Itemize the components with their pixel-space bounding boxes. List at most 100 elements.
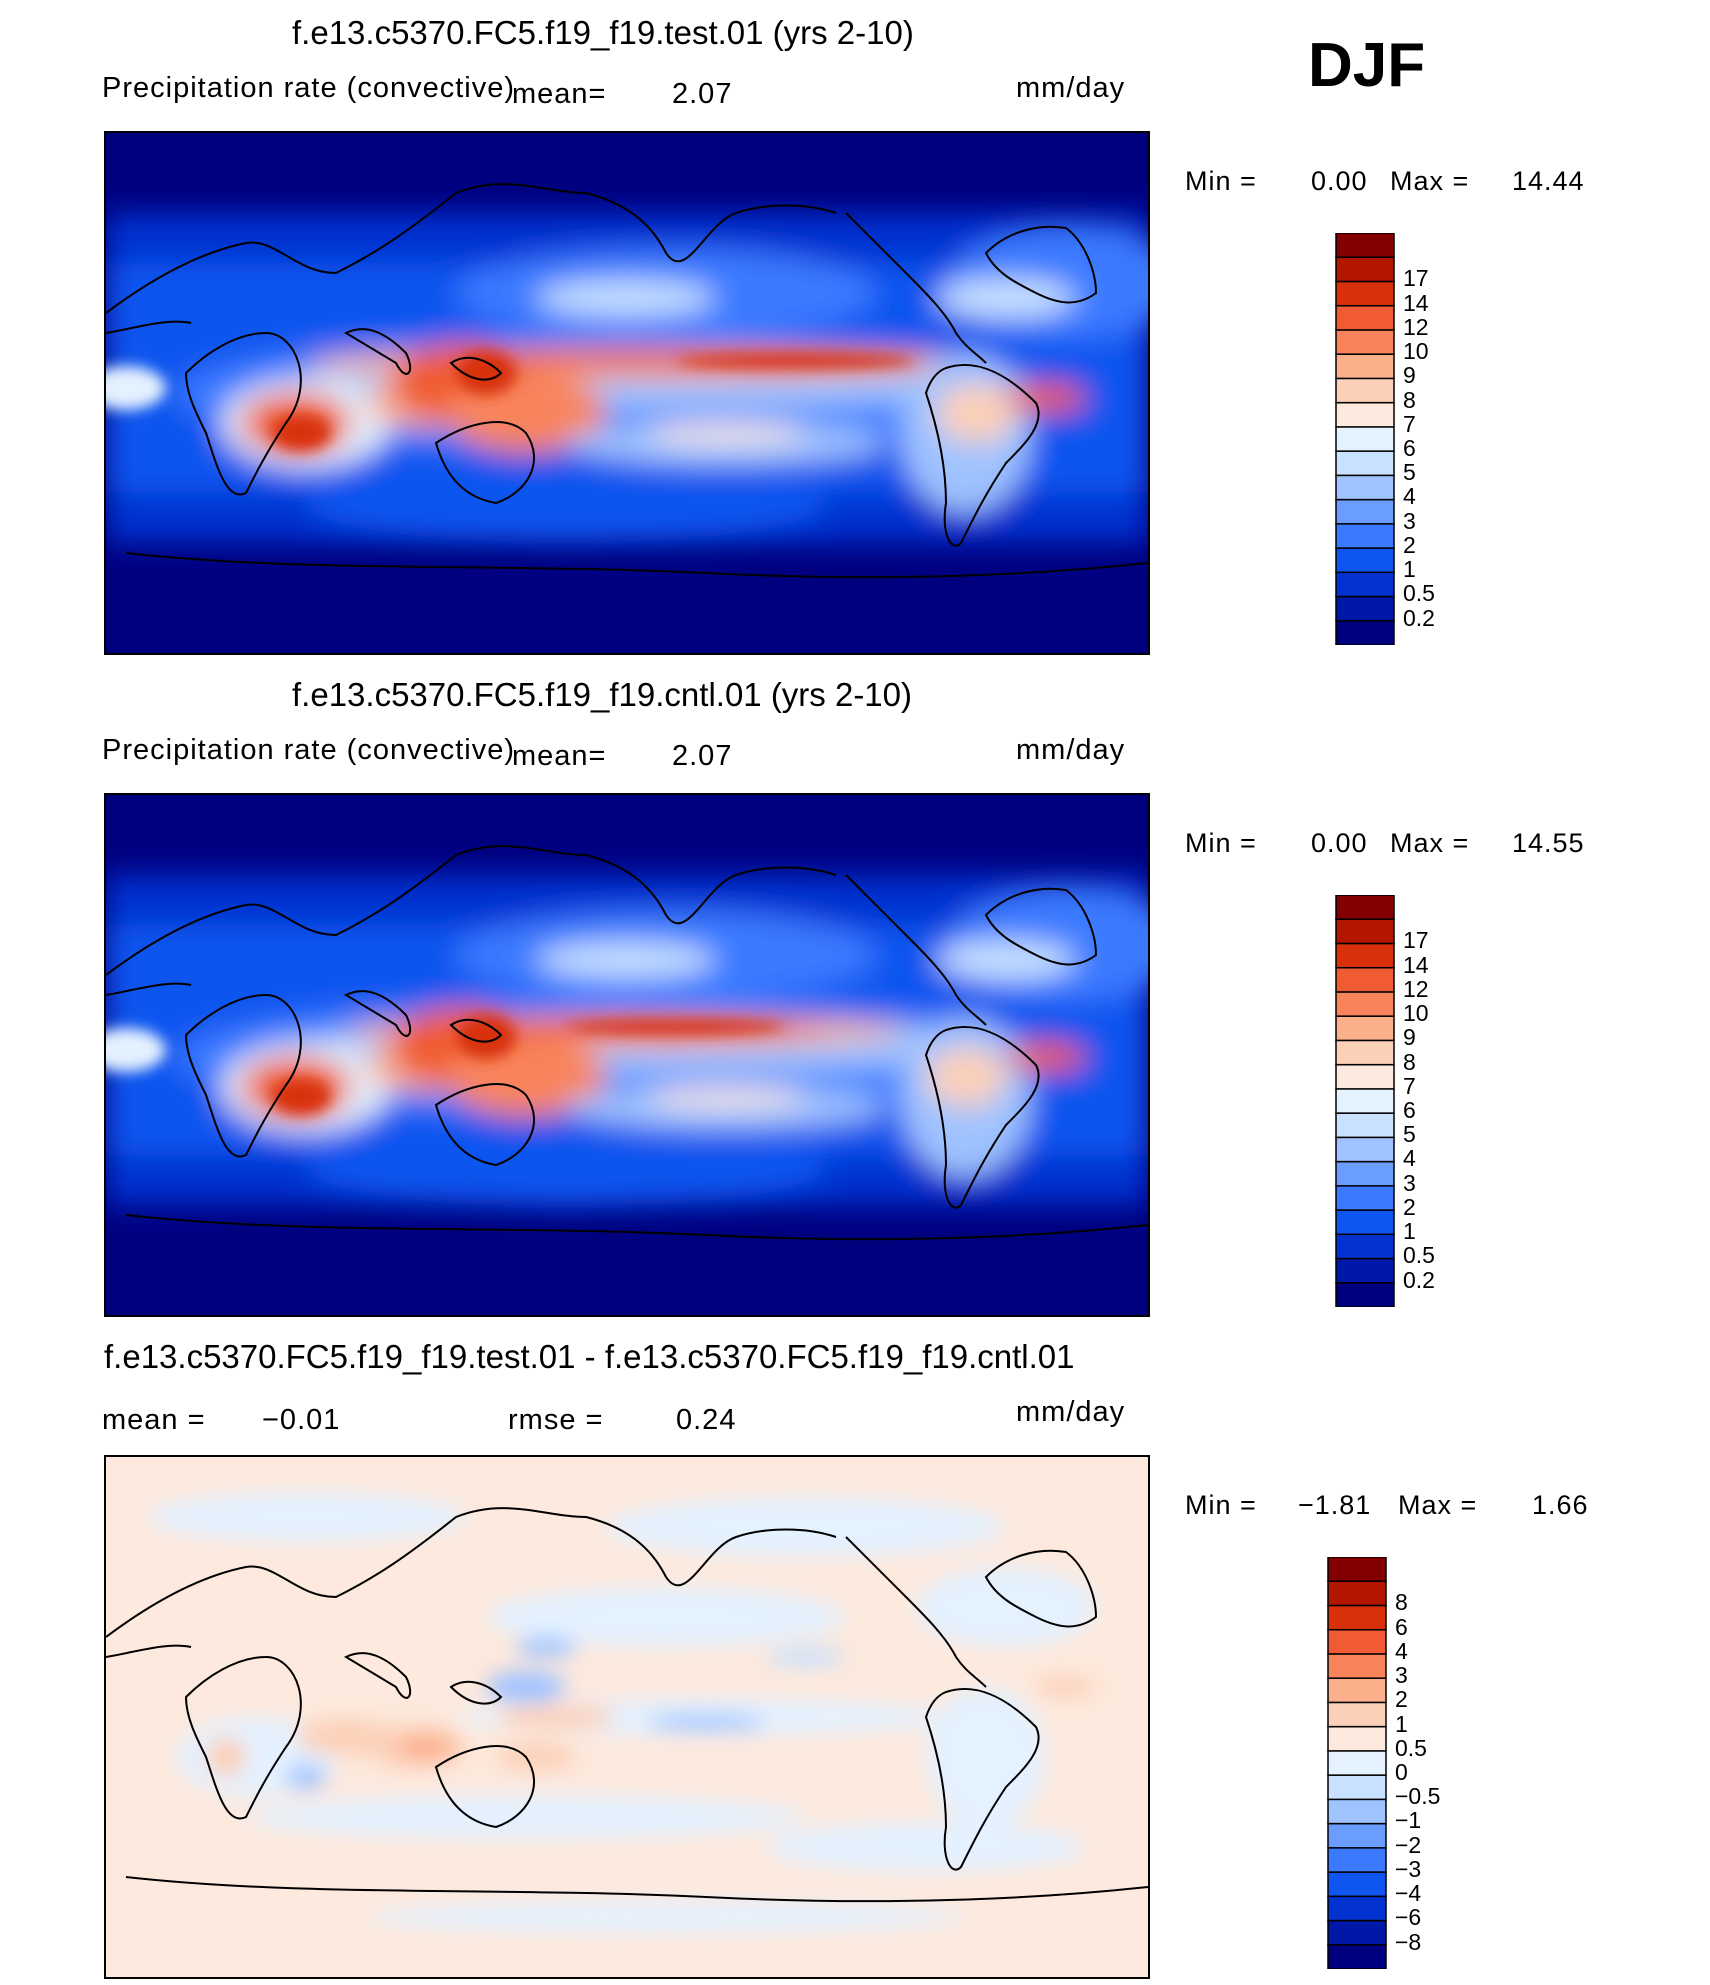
- colorbar-swatch: [1335, 304, 1395, 331]
- colorbar-swatch: [1327, 1750, 1387, 1776]
- panel-2-max-value: 14.55: [1512, 828, 1585, 858]
- panel-3-coastlines: [106, 1507, 1148, 1903]
- colorbar-tick-label: 10: [1403, 338, 1429, 365]
- colorbar-tick-label: 9: [1403, 1024, 1416, 1051]
- colorbar-swatch: [1335, 233, 1395, 258]
- colorbar-swatch: [1335, 1282, 1395, 1307]
- colorbar-tick-label: 14: [1403, 951, 1429, 978]
- panel-1-max-value: 14.44: [1512, 166, 1585, 196]
- colorbar-tick-label: −8: [1395, 1928, 1422, 1955]
- colorbar-swatch: [1327, 1580, 1387, 1607]
- panel-1-min-value: 0.00: [1311, 166, 1368, 196]
- panel-1-units: mm/day: [1016, 72, 1126, 104]
- colorbar-swatch: [1335, 620, 1395, 645]
- colorbar-tick-label: −6: [1395, 1904, 1422, 1931]
- colorbar-swatch: [1335, 1112, 1395, 1139]
- colorbar-swatch: [1327, 1557, 1387, 1582]
- colorbar-swatch: [1327, 1628, 1387, 1655]
- panel-2-colorbar: 0.2 0.5 1 2 3 4 5 6 7 8 9 10 12 14 17: [1335, 895, 1435, 1307]
- colorbar-swatch: [1335, 966, 1395, 993]
- colorbar-swatch: [1335, 1185, 1395, 1211]
- panel-1-min-label: Min =: [1185, 166, 1257, 196]
- colorbar-tick-label: 17: [1403, 265, 1429, 292]
- colorbar-swatch: [1335, 353, 1395, 380]
- colorbar-swatch: [1335, 474, 1395, 501]
- panel-2-min-label: Min =: [1185, 828, 1257, 858]
- panel-1-mean-value: 2.07: [672, 78, 733, 110]
- panel-2-mean-value: 2.07: [672, 740, 733, 772]
- colorbar-tick-label: −2: [1395, 1831, 1422, 1858]
- colorbar-swatch: [1335, 1088, 1395, 1114]
- panel-2-mean-label: mean=: [512, 740, 607, 772]
- panel-2-map-svg: [106, 795, 1148, 1315]
- colorbar-tick-label: 6: [1403, 435, 1416, 461]
- colorbar-swatch: [1327, 1653, 1387, 1679]
- colorbar-swatch: [1335, 1257, 1395, 1284]
- colorbar-swatch: [1335, 1233, 1395, 1260]
- colorbar-swatch: [1335, 1063, 1395, 1090]
- colorbar-tick-label: 3: [1395, 1662, 1408, 1689]
- panel-1-coastlines: [106, 183, 1148, 579]
- panel-1-map-svg: [106, 133, 1148, 653]
- colorbar-tick-label: 14: [1403, 289, 1429, 316]
- colorbar-tick-label: 6: [1403, 1097, 1416, 1123]
- colorbar-tick-label: 2: [1395, 1686, 1408, 1713]
- colorbar-tick-label: 5: [1403, 1121, 1416, 1148]
- panel-2-min-value: 0.00: [1311, 828, 1368, 858]
- colorbar-tick-label: 8: [1395, 1589, 1408, 1616]
- panel-3-max-label: Max =: [1398, 1490, 1478, 1520]
- panel-3-max-value: 1.66: [1532, 1490, 1589, 1520]
- panel-3-units: mm/day: [1016, 1396, 1126, 1428]
- panel-1-colorbar: 0.2 0.5 1 2 3 4 5 6 7 8 9 10 12 14 17: [1335, 233, 1435, 645]
- colorbar-swatch: [1335, 498, 1395, 525]
- colorbar-swatch: [1335, 450, 1395, 477]
- colorbar-tick-label: −1: [1395, 1807, 1422, 1834]
- colorbar-swatch: [1335, 1015, 1395, 1042]
- colorbar-svg: [1327, 1557, 1387, 1969]
- colorbar-swatch: [1335, 942, 1395, 969]
- panel-2-coastlines: [106, 845, 1148, 1241]
- colorbar-tick-label: 0.5: [1403, 1242, 1435, 1269]
- colorbar-swatch: [1335, 1209, 1395, 1236]
- colorbar-tick-label: 2: [1403, 531, 1416, 558]
- colorbar-swatch: [1327, 1919, 1387, 1946]
- panel-3-map-svg: [106, 1457, 1148, 1977]
- colorbar-tick-label: 5: [1403, 459, 1416, 486]
- colorbar-tick-label: 3: [1403, 507, 1416, 534]
- colorbar-swatch: [1335, 377, 1395, 404]
- colorbar-svg: [1335, 895, 1395, 1307]
- colorbar-tick-label: 7: [1403, 1072, 1416, 1099]
- panel-2-max-label: Max =: [1390, 828, 1470, 858]
- colorbar-swatch: [1327, 1774, 1387, 1801]
- colorbar-tick-label: −3: [1395, 1855, 1422, 1882]
- colorbar-tick-label: 9: [1403, 362, 1416, 389]
- colorbar-tick-label: 0.2: [1403, 1266, 1435, 1293]
- colorbar-tick-label: 17: [1403, 927, 1429, 954]
- panel-2-title: f.e13.c5370.FC5.f19_f19.cntl.01 (yrs 2-1…: [292, 676, 913, 713]
- colorbar-swatch: [1335, 280, 1395, 307]
- panel-3-map: [104, 1455, 1150, 1979]
- colorbar-tick-label: −4: [1395, 1880, 1422, 1907]
- colorbar-tick-label: 4: [1395, 1637, 1408, 1664]
- panel-3-title: f.e13.c5370.FC5.f19_f19.test.01 - f.e13.…: [104, 1338, 1075, 1375]
- colorbar-tick-label: 0.5: [1395, 1734, 1427, 1761]
- colorbar-tick-label: 4: [1403, 1145, 1416, 1172]
- colorbar-tick-label: 10: [1403, 1000, 1429, 1027]
- panel-1-mean-label: mean=: [512, 78, 607, 110]
- colorbar-svg: [1335, 233, 1395, 645]
- colorbar-swatch: [1327, 1895, 1387, 1922]
- panel-2-units: mm/day: [1016, 734, 1126, 766]
- colorbar-swatch: [1327, 1725, 1387, 1752]
- colorbar-swatch: [1335, 895, 1395, 920]
- season-label: DJF: [1308, 31, 1426, 100]
- panel-3-rmse-label: rmse =: [508, 1404, 604, 1436]
- colorbar-swatch: [1327, 1798, 1387, 1825]
- panel-3-rmse-value: 0.24: [676, 1404, 737, 1436]
- colorbar-tick-label: 4: [1403, 483, 1416, 510]
- colorbar-swatch: [1327, 1847, 1387, 1873]
- panel-1-map: [104, 131, 1150, 655]
- panel-1-field: Precipitation rate (convective): [102, 72, 515, 104]
- colorbar-tick-label: 1: [1403, 556, 1416, 583]
- colorbar-swatch: [1335, 595, 1395, 622]
- colorbar-tick-label: 0.5: [1403, 580, 1435, 607]
